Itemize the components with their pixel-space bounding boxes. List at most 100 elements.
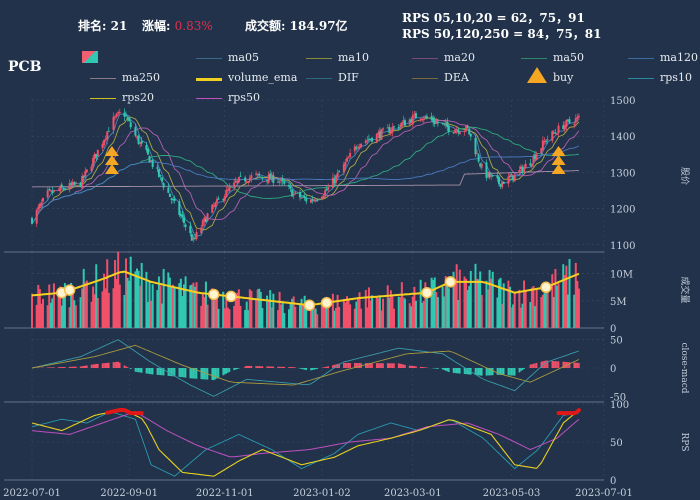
candle-body: [261, 177, 264, 179]
y-axis-label: RPS: [679, 433, 689, 452]
volume-bar: [255, 298, 258, 328]
macd-histogram-bar: [70, 366, 72, 368]
candle-body: [491, 175, 494, 177]
volume-ema-highlight: [303, 299, 316, 311]
volume-bar: [41, 298, 44, 328]
x-tick-label: 2023-07-01: [575, 488, 633, 499]
candle-body: [382, 128, 385, 130]
legend-label: ma120: [660, 51, 698, 64]
macd-histogram-bar: [139, 368, 141, 373]
volume-bar: [487, 289, 490, 328]
candle-body: [303, 196, 306, 199]
volume-bar: [444, 276, 447, 328]
macd-histogram-bar: [325, 366, 328, 368]
legend-item-ma20[interactable]: ma20: [412, 51, 475, 64]
volume-bar: [272, 293, 275, 328]
turnover-label: 成交额:: [245, 19, 286, 33]
legend-swatch: [82, 51, 98, 63]
macd-histogram-bar: [178, 368, 181, 377]
candle-body: [112, 116, 115, 131]
macd-histogram-bar: [562, 361, 565, 368]
legend-item-rps20[interactable]: rps20: [90, 91, 154, 104]
macd-histogram-bar: [452, 368, 455, 373]
volume-bar: [311, 305, 314, 328]
candle-body: [545, 140, 548, 142]
candle-body: [71, 181, 74, 186]
candle-body: [421, 119, 424, 121]
volume-bar: [524, 290, 527, 328]
legend-item-buy[interactable]: buy: [527, 67, 574, 84]
volume-bar: [402, 297, 405, 328]
candle-body: [498, 177, 501, 185]
legend-label: buy: [553, 71, 574, 84]
legend-item-ma05[interactable]: ma05: [196, 51, 259, 64]
volume-bar: [421, 302, 424, 328]
legend-item-volume_ema[interactable]: volume_ema: [196, 71, 297, 84]
volume-bar: [463, 276, 466, 328]
volume-bar: [441, 286, 444, 328]
volume-bar: [400, 282, 403, 328]
candle-body: [267, 174, 270, 183]
candle-body: [320, 196, 323, 199]
candle-body: [172, 198, 175, 200]
volume-bar: [336, 294, 339, 328]
macd-histogram-bar: [150, 368, 152, 375]
candle-body: [46, 190, 49, 198]
candle-body: [568, 119, 571, 123]
legend-item-ma10[interactable]: ma10: [306, 51, 369, 64]
macd-histogram-bar: [480, 368, 483, 376]
volume-bar: [331, 293, 334, 328]
candle-body: [298, 192, 301, 198]
macd-histogram-bar: [364, 363, 367, 368]
macd-histogram-bar: [510, 368, 513, 376]
macd-histogram-bar: [195, 368, 198, 379]
volume-bar: [540, 297, 543, 328]
candle-body: [378, 131, 381, 139]
candle-body: [523, 167, 526, 173]
macd-histogram-bar: [217, 368, 220, 378]
legend-item-ma250[interactable]: ma250: [90, 71, 160, 84]
volume-bar: [156, 290, 159, 328]
candle-body: [316, 199, 319, 201]
macd-histogram-bar: [466, 368, 469, 375]
candle-body: [283, 181, 286, 184]
candle-body: [206, 213, 209, 221]
legend-item-ma120[interactable]: ma120: [628, 51, 698, 64]
legend-item-DIF[interactable]: DIF: [306, 71, 359, 84]
candle-body: [534, 154, 537, 160]
legend-label: rps50: [228, 91, 260, 104]
volume-bar: [480, 294, 483, 328]
volume-bar: [344, 302, 347, 328]
candle-body: [38, 204, 41, 209]
candle-body: [203, 217, 206, 222]
candle-body: [190, 234, 193, 241]
candle-body: [214, 202, 217, 208]
volume-bar: [554, 269, 557, 328]
legend-item-ma50[interactable]: ma50: [521, 51, 584, 64]
buy-signals: [104, 146, 566, 174]
candle-body: [314, 200, 317, 202]
candle-body: [256, 173, 259, 175]
legend-item-rps50[interactable]: rps50: [196, 91, 260, 104]
macd-histogram-bar: [234, 368, 237, 370]
macd-histogram-bar: [468, 368, 471, 375]
volume-bar: [360, 308, 363, 328]
candle-body: [170, 198, 173, 200]
candle-body: [96, 149, 99, 157]
legend-item-DEA[interactable]: DEA: [412, 71, 469, 84]
volume-bar: [356, 298, 359, 328]
legend-item-rps10[interactable]: rps10: [628, 71, 692, 84]
macd-histogram-bar: [134, 368, 137, 372]
volume-bar: [161, 303, 164, 328]
macd-histogram-bar: [402, 364, 405, 368]
volume-bar: [443, 296, 446, 328]
volume-bar: [52, 283, 55, 328]
macd-histogram-bar: [332, 365, 334, 368]
rank-label: 排名:: [78, 19, 107, 33]
candle-body: [151, 159, 154, 168]
macd-histogram-bar: [338, 363, 340, 368]
candle-body: [476, 153, 479, 155]
candle-body: [566, 119, 569, 121]
volume-bar: [46, 305, 49, 328]
volume-bar: [139, 285, 142, 328]
